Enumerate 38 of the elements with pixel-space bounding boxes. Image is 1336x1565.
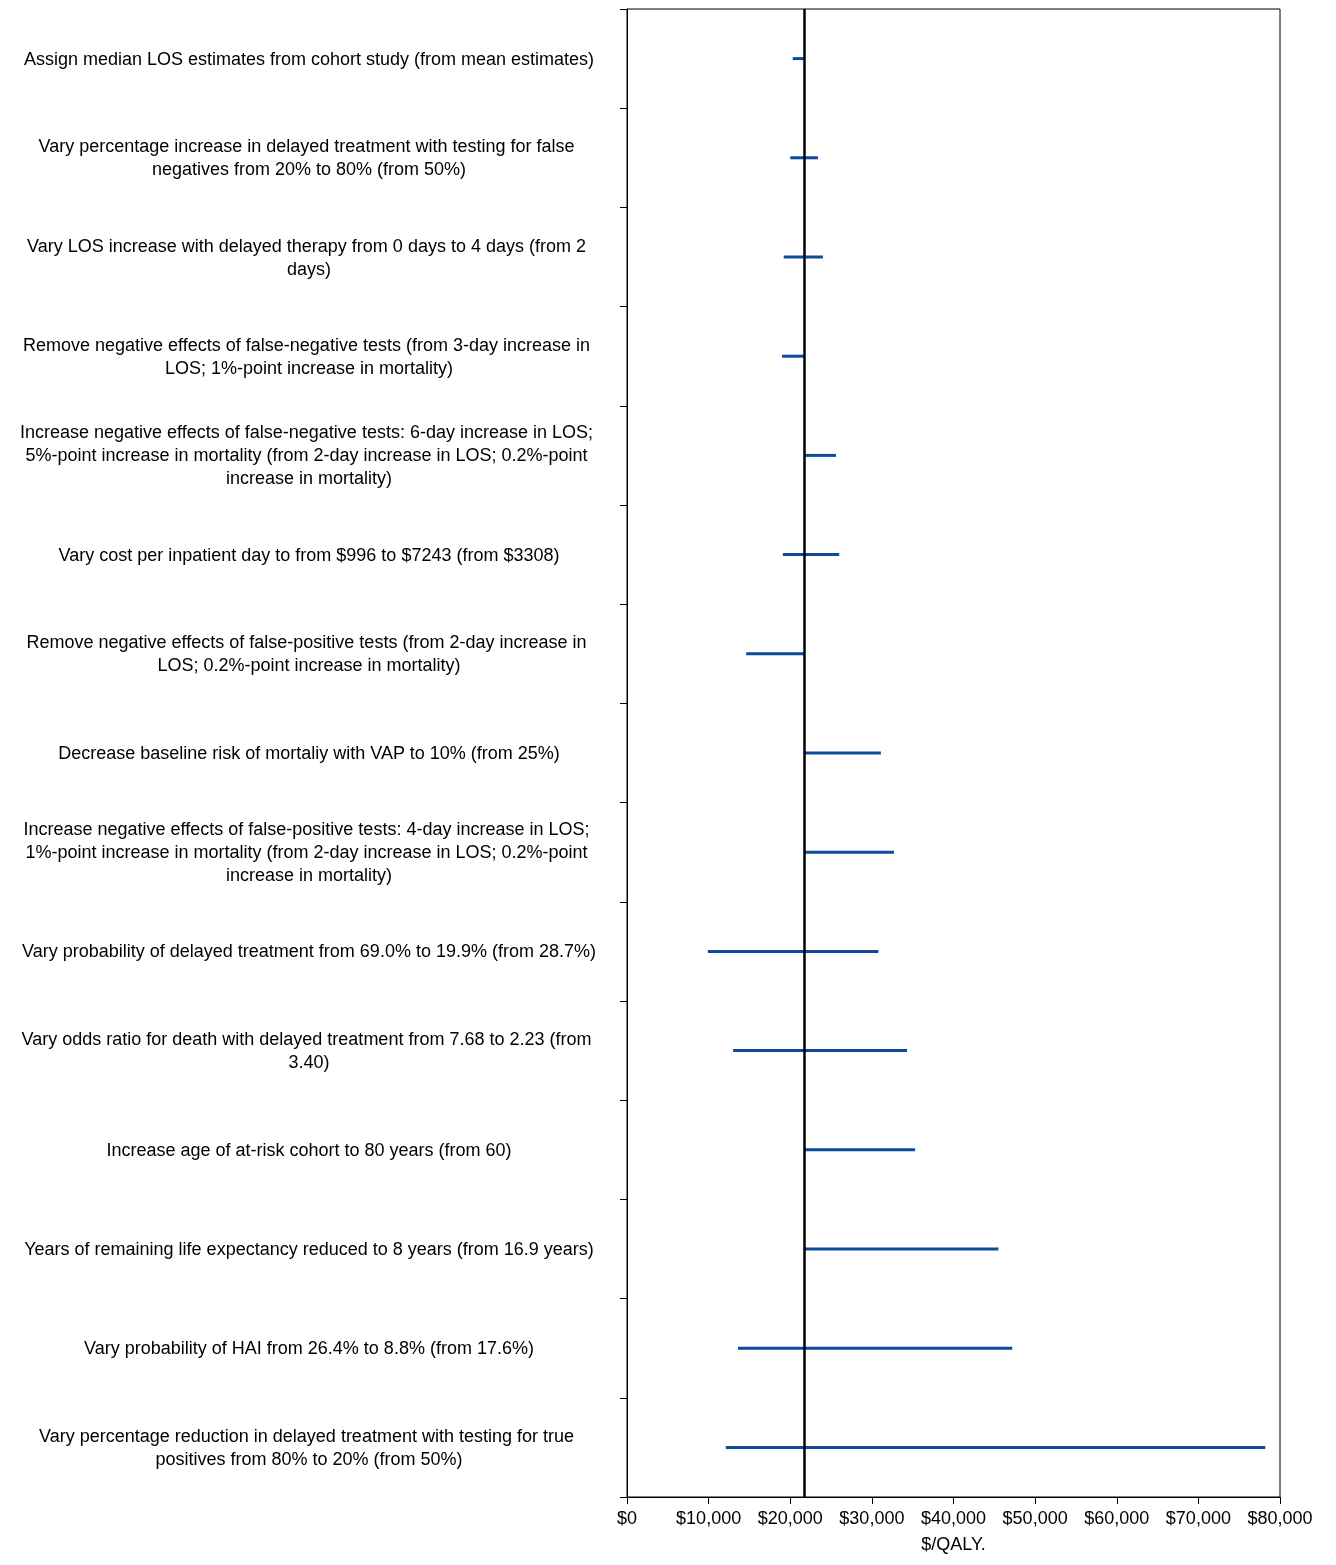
x-tick-label: $60,000 xyxy=(1084,1508,1150,1528)
y-tick-label: Decrease baseline risk of mortaliy with VAP to 10% (from 25%) xyxy=(58,743,560,763)
y-tick-label: Vary cost per inpatient day to from $996 to $7243 (from $3308) xyxy=(58,544,560,565)
x-tick-label: $30,000 xyxy=(839,1508,905,1528)
y-tick-label: Remove negative effects of false-positive tests (from 2-day increase in LOS; 0.2%-point increase in mortality) xyxy=(26,632,592,676)
bar xyxy=(782,354,805,358)
bar xyxy=(733,1049,907,1053)
x-tick-label: $50,000 xyxy=(1002,1508,1068,1528)
bar xyxy=(738,1346,1013,1350)
bar xyxy=(804,1247,999,1251)
bar xyxy=(707,949,879,953)
bar xyxy=(746,652,805,656)
y-tick-label: Increase negative effects of false-positive tests: 4-day increase in LOS; 1%-point increase in mortality (from 2-day increase in LOS; 0.2%-point increase in mortality) xyxy=(23,819,595,886)
bar xyxy=(783,255,823,259)
y-tick-label: Vary percentage reduction in delayed treatment with testing for true positives from 80% to 20% (from 50%) xyxy=(39,1425,579,1469)
bar xyxy=(782,553,840,557)
x-tick-label: $10,000 xyxy=(676,1508,742,1528)
y-tick-label: Remove negative effects of false-negative tests (from 3-day increase in LOS; 1%-point increase in mortality) xyxy=(23,334,595,378)
bar xyxy=(804,453,836,457)
bar xyxy=(725,1445,1266,1449)
y-tick-label: Vary LOS increase with delayed therapy from 0 days to 4 days (from 2 days) xyxy=(27,235,591,279)
y-tick-label: Increase age of at-risk cohort to 80 years (from 60) xyxy=(106,1139,512,1160)
x-axis-title: $/QALY. xyxy=(921,1534,986,1554)
x-tick-label: $0 xyxy=(616,1508,638,1528)
y-tick-label: Vary probability of HAI from 26.4% to 8.8% (from 17.6%) xyxy=(84,1338,534,1359)
x-tick-label: $80,000 xyxy=(1247,1508,1313,1528)
y-tick-label: Vary odds ratio for death with delayed treatment from 7.68 to 2.23 (from 3.40) xyxy=(21,1029,597,1073)
y-tick-label: Years of remaining life expectancy reduced to 8 years (from 16.9 years) xyxy=(24,1239,594,1259)
bar xyxy=(804,850,894,854)
y-tick-label: Vary percentage increase in delayed treatment with testing for false negatives from 20% to 80% (from 50%) xyxy=(38,136,580,180)
x-tick-label: $70,000 xyxy=(1165,1508,1231,1528)
x-tick-label: $20,000 xyxy=(757,1508,823,1528)
bar xyxy=(804,751,881,755)
y-tick-label: Assign median LOS estimates from cohort study (from mean estimates) xyxy=(23,48,595,69)
y-tick-label: Vary probability of delayed treatment from 69.0% to 19.9% (from 28.7%) xyxy=(22,941,596,962)
y-tick-label: Increase negative effects of false-negative tests: 6-day increase in LOS; 5%-point increase in mortality (from 2-day increase in LOS; 0.2%-point increase in mortality) xyxy=(20,422,598,489)
bar xyxy=(804,1148,916,1152)
x-tick-label: $40,000 xyxy=(920,1508,987,1528)
